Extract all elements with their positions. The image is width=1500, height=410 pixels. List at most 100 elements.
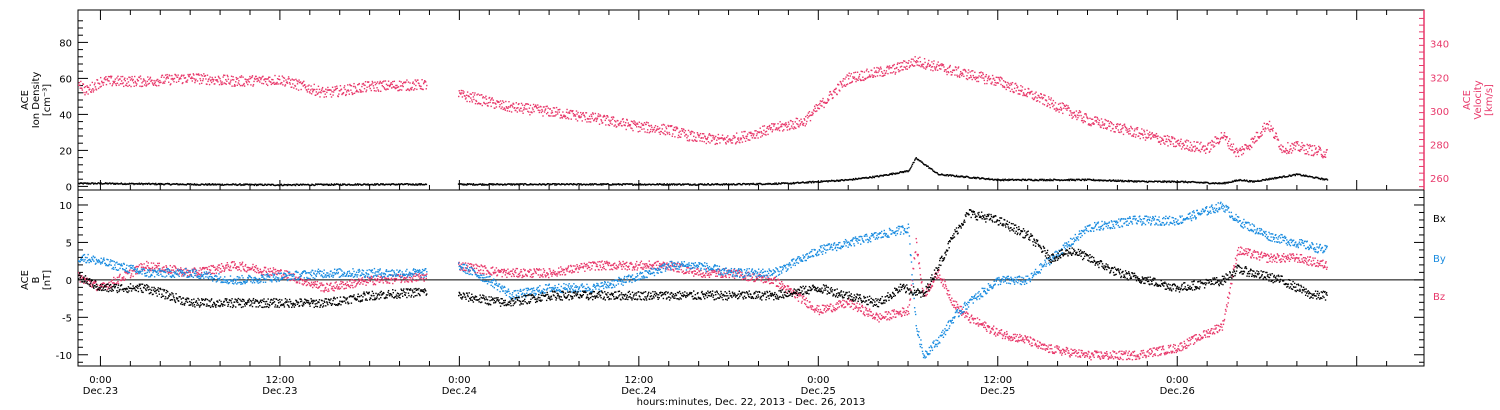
density-point <box>928 167 931 169</box>
density-point <box>833 179 835 182</box>
density-point <box>1138 180 1140 182</box>
velocity-point <box>1316 153 1318 156</box>
velocity-point <box>689 131 691 133</box>
velocity-point <box>264 78 266 80</box>
velocity-point <box>857 79 859 82</box>
velocity-point <box>586 121 588 123</box>
density-point <box>1157 181 1159 183</box>
velocity-point <box>574 115 577 117</box>
density-point <box>868 176 870 179</box>
velocity-point <box>1039 101 1041 103</box>
velocity-point <box>646 129 649 131</box>
density-point <box>1115 180 1118 183</box>
density-point <box>211 183 213 186</box>
velocity-point <box>748 131 750 134</box>
velocity-point <box>224 74 226 77</box>
density-point <box>115 182 117 185</box>
velocity-point <box>798 120 801 122</box>
velocity-point <box>154 81 156 84</box>
velocity-point <box>712 137 714 139</box>
velocity-point <box>823 101 826 103</box>
velocity-point <box>1070 112 1072 114</box>
velocity-point <box>284 85 286 87</box>
bz-point <box>263 269 265 272</box>
density-point <box>590 184 592 186</box>
velocity-point <box>633 123 636 125</box>
density-point <box>525 183 528 186</box>
velocity-point <box>258 76 260 79</box>
bz-point <box>216 268 218 270</box>
density-point <box>562 183 564 185</box>
bz-point <box>497 270 499 272</box>
density-point <box>934 171 937 174</box>
velocity-point <box>634 124 637 126</box>
velocity-point <box>627 125 629 127</box>
density-point <box>163 184 165 186</box>
velocity-point <box>365 89 368 91</box>
velocity-point <box>186 79 189 81</box>
velocity-point <box>311 88 313 90</box>
velocity-point <box>1098 119 1101 122</box>
velocity-point <box>552 107 555 109</box>
density-point <box>1308 175 1310 178</box>
bz-point <box>426 273 428 275</box>
density-point <box>821 181 823 183</box>
velocity-point <box>85 91 88 93</box>
density-point <box>791 182 793 184</box>
velocity-point <box>592 112 594 114</box>
velocity-point <box>1128 133 1130 135</box>
velocity-point <box>543 111 546 113</box>
velocity-point <box>469 100 471 103</box>
velocity-point <box>545 105 547 108</box>
bz-point <box>490 274 493 276</box>
velocity-point <box>947 70 949 73</box>
bz-point <box>512 268 514 270</box>
density-point <box>530 183 532 186</box>
velocity-point <box>812 112 814 115</box>
bz-point <box>142 266 145 269</box>
density-point <box>284 184 286 186</box>
velocity-point <box>1048 98 1050 100</box>
density-point <box>963 176 965 179</box>
velocity-point <box>615 121 617 123</box>
density-point <box>1013 179 1015 181</box>
density-point <box>1323 178 1325 180</box>
density-point <box>785 182 787 184</box>
density-point <box>912 162 914 164</box>
velocity-point <box>852 77 855 80</box>
velocity-point <box>630 127 632 129</box>
velocity-point <box>1129 133 1131 135</box>
density-point <box>200 183 203 185</box>
density-point <box>793 182 796 185</box>
density-point <box>578 183 580 185</box>
density-point <box>809 180 811 183</box>
velocity-point <box>950 70 952 73</box>
density-point <box>610 184 612 186</box>
density-point <box>652 183 654 185</box>
density-point <box>1003 179 1005 182</box>
velocity-point <box>663 133 665 135</box>
bz-point <box>347 284 349 286</box>
density-point <box>331 184 333 186</box>
density-point <box>588 183 591 186</box>
density-point <box>886 174 888 176</box>
velocity-point <box>460 89 463 92</box>
density-point <box>152 182 154 185</box>
density-point <box>251 183 253 186</box>
velocity-point <box>104 77 106 79</box>
density-point <box>617 183 619 185</box>
density-point <box>292 184 295 186</box>
velocity-point <box>191 76 193 78</box>
velocity-point <box>508 110 511 112</box>
density-point <box>118 183 120 185</box>
density-point <box>190 183 193 186</box>
velocity-point <box>247 83 249 86</box>
density-point <box>303 183 305 186</box>
density-point <box>155 183 158 186</box>
velocity-point <box>659 133 661 135</box>
velocity-point <box>724 142 727 144</box>
velocity-point <box>313 83 315 86</box>
velocity-point <box>601 122 604 124</box>
bz-point <box>175 267 177 270</box>
velocity-point <box>1115 123 1118 126</box>
